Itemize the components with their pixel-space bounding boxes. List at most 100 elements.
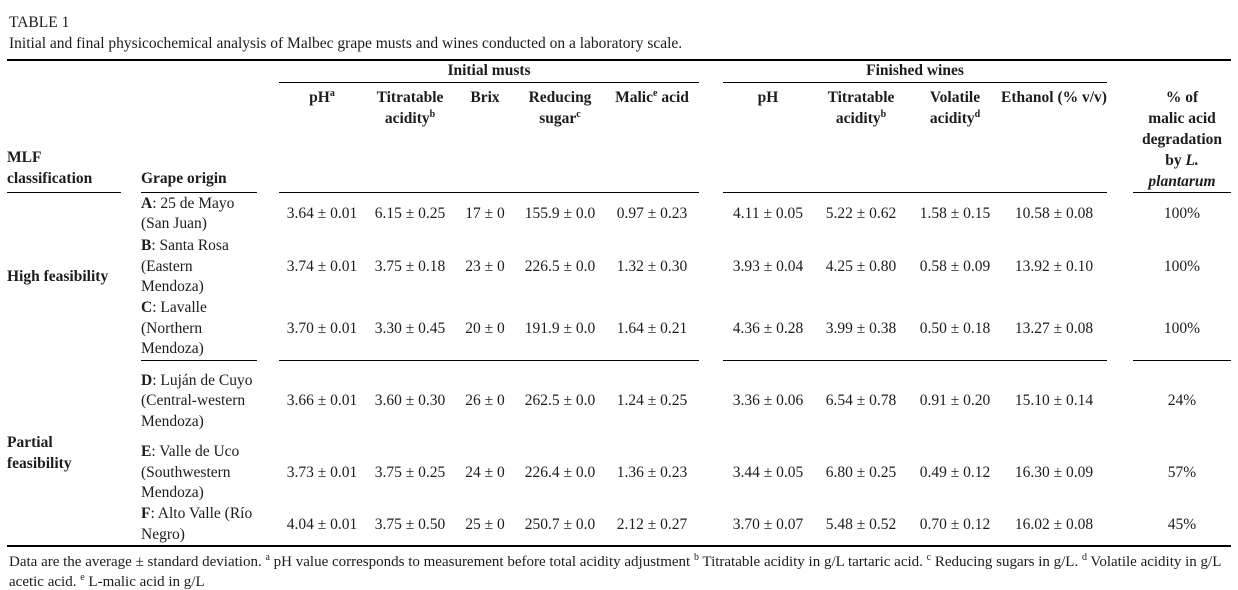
spacer — [699, 83, 723, 193]
cell-musts-titratable-acidity: 3.30 ± 0.45 — [365, 298, 455, 361]
group-label-partial-feasibility: Partial feasibility — [7, 433, 72, 472]
cell-reducing-sugar: 155.9 ± 0.0 — [524, 205, 596, 223]
table-caption: Initial and final physicochemical analys… — [9, 35, 683, 52]
cell-volatile-acidity: 0.91 ± 0.20 — [919, 392, 991, 410]
species-name: L. — [1185, 151, 1199, 169]
cell-volatile-acidity: 0.58 ± 0.09 — [919, 258, 991, 275]
col-header-mlf-classification: MLF classification — [7, 82, 121, 193]
table-row: C: Lavalle (Northern Mendoza) 3.70 ± 0.0… — [7, 298, 1232, 361]
cell-malic-acid: 2.12 ± 0.27 — [616, 515, 688, 533]
cell-reducing-sugar: 226.4 ± 0.0 — [524, 464, 596, 481]
column-header-row: MLF classification Grape origin pHa Titr… — [7, 82, 1232, 193]
cell-wines-ph: 3.70 ± 0.07 — [732, 515, 804, 533]
origin-letter: A — [141, 194, 153, 212]
cell-ethanol: 10.58 ± 0.08 — [1014, 205, 1094, 223]
col-header-reducing-sugar: Reducing sugarc — [515, 82, 605, 193]
col-header-malic-acid: Malice acid — [605, 82, 699, 193]
cell-malic-acid: 1.64 ± 0.21 — [605, 298, 699, 361]
footnote-marker: b — [429, 108, 436, 120]
table-row: B: Santa Rosa (Eastern Mendoza) 3.74 ± 0… — [7, 236, 1231, 298]
table-row: F: Alto Valle (Río Negro) 4.04 ± 0.01 3.… — [7, 504, 1231, 546]
col-header-grape-origin: Grape origin — [141, 82, 257, 193]
header-text: acid — [657, 89, 689, 106]
cell-grape-origin: D: Luján de Cuyo (Central-western Mendoz… — [141, 360, 257, 442]
table-footnote: Data are the average ± standard deviatio… — [9, 552, 1233, 590]
header-text: pH — [309, 89, 330, 106]
cell-wines-titratable-acidity: 5.22 ± 0.62 — [825, 205, 897, 223]
cell-volatile-acidity: 0.50 ± 0.18 — [909, 298, 1001, 361]
spacer — [121, 360, 141, 546]
col-header-wines-titratable-acidity: Titratable acidityb — [813, 82, 909, 193]
footnote-marker: e — [80, 572, 85, 583]
spacer — [257, 442, 279, 504]
cell-wines-ph: 3.36 ± 0.06 — [732, 392, 804, 410]
footnote-marker: a — [329, 87, 335, 99]
section-header-row: Initial musts Finished wines — [7, 60, 1231, 83]
col-header-wines-ph: pH — [723, 82, 813, 193]
origin-letter: D — [141, 371, 153, 389]
header-text: degradation — [1141, 130, 1223, 148]
header-text: % of — [1165, 88, 1199, 106]
footnote-marker: b — [880, 108, 887, 120]
header-text: Titratable — [376, 89, 444, 106]
header-text: acidityb — [384, 108, 436, 127]
origin-text: : 25 de Mayo (San Juan) — [141, 194, 235, 233]
cell-grape-origin: F: Alto Valle (Río Negro) — [141, 504, 257, 546]
footnote-text: Titratable acidity in g/L tartaric acid. — [698, 554, 927, 570]
origin-text: : Luján de Cuyo (Central-western Mendoza… — [141, 371, 253, 430]
col-header-brix: Brix — [455, 82, 515, 193]
cell-brix: 17 ± 0 — [465, 205, 505, 223]
origin-letter: C — [141, 299, 153, 316]
cell-ethanol: 13.27 ± 0.08 — [1001, 298, 1108, 361]
cell-reducing-sugar: 250.7 ± 0.0 — [524, 515, 596, 533]
spacer — [257, 60, 279, 83]
cell-grape-origin: B: Santa Rosa (Eastern Mendoza) — [141, 236, 257, 298]
cell-malic-degradation: 45% — [1167, 515, 1197, 533]
cell-wines-titratable-acidity: 6.80 ± 0.25 — [825, 464, 897, 481]
cell-malic-degradation: 100% — [1163, 205, 1201, 223]
cell-musts-ph: 3.64 ± 0.01 — [286, 205, 358, 223]
header-text: acidityb — [835, 108, 887, 127]
cell-musts-ph: 3.70 ± 0.01 — [279, 298, 365, 361]
origin-text: : Alto Valle (Río Negro) — [141, 505, 253, 543]
cell-musts-titratable-acidity: 6.15 ± 0.25 — [374, 205, 446, 223]
spacer — [257, 236, 279, 298]
col-header-malic-degradation: % of malic acid degradation by L. planta… — [1133, 82, 1232, 193]
cell-malic-acid: 0.97 ± 0.23 — [616, 205, 688, 223]
table-row: Partial feasibility D: Luján de Cuyo (Ce… — [7, 360, 1231, 472]
col-header-musts-titratable-acidity: Titratable acidityb — [365, 82, 455, 193]
cell-ethanol: 16.02 ± 0.08 — [1014, 515, 1094, 533]
table-row: High feasibility A: 25 de Mayo (San Juan… — [7, 192, 1231, 285]
data-table: Initial musts Finished wines MLF classif… — [7, 59, 1232, 547]
header-text: Reducing — [528, 89, 592, 106]
footnote-marker: a — [265, 552, 270, 563]
table-row: E: Valle de Uco (Southwestern Mendoza) 3… — [7, 442, 1231, 504]
footnote-marker: c — [576, 108, 581, 120]
cell-musts-titratable-acidity: 3.60 ± 0.30 — [374, 392, 446, 410]
col-header-volatile-acidity: Volatile acidityd — [909, 82, 1001, 193]
spacer — [121, 60, 141, 83]
header-text: Malic — [615, 89, 653, 106]
cell-wines-ph: 4.11 ± 0.05 — [733, 205, 803, 223]
footnote-text: Volatile acidity in g/L acetic acid. — [9, 554, 1221, 590]
cell-musts-ph: 4.04 ± 0.01 — [286, 515, 358, 533]
spacer — [1107, 60, 1133, 83]
origin-letter: E — [141, 443, 152, 461]
cell-wines-ph: 3.44 ± 0.05 — [732, 464, 804, 481]
cell-wines-titratable-acidity: 3.99 ± 0.38 — [813, 298, 909, 361]
table-number: TABLE 1 — [9, 14, 70, 31]
spacer — [699, 298, 723, 360]
spacer — [1107, 442, 1133, 504]
cell-musts-ph: 3.74 ± 0.01 — [286, 258, 358, 275]
footnote-marker: b — [693, 552, 699, 563]
cell-ethanol: 15.10 ± 0.14 — [1014, 392, 1094, 410]
header-text: Volatile — [929, 89, 981, 106]
spacer — [1107, 298, 1133, 360]
origin-text: : Santa Rosa (Eastern Mendoza) — [141, 237, 229, 296]
cell-malic-acid: 1.36 ± 0.23 — [616, 464, 688, 481]
cell-musts-titratable-acidity: 3.75 ± 0.50 — [374, 515, 446, 533]
cell-wines-titratable-acidity: 6.54 ± 0.78 — [825, 392, 897, 410]
col-header-ethanol: Ethanol (% v/v) — [1001, 82, 1108, 193]
cell-grape-origin: A: 25 de Mayo (San Juan) — [141, 192, 257, 236]
